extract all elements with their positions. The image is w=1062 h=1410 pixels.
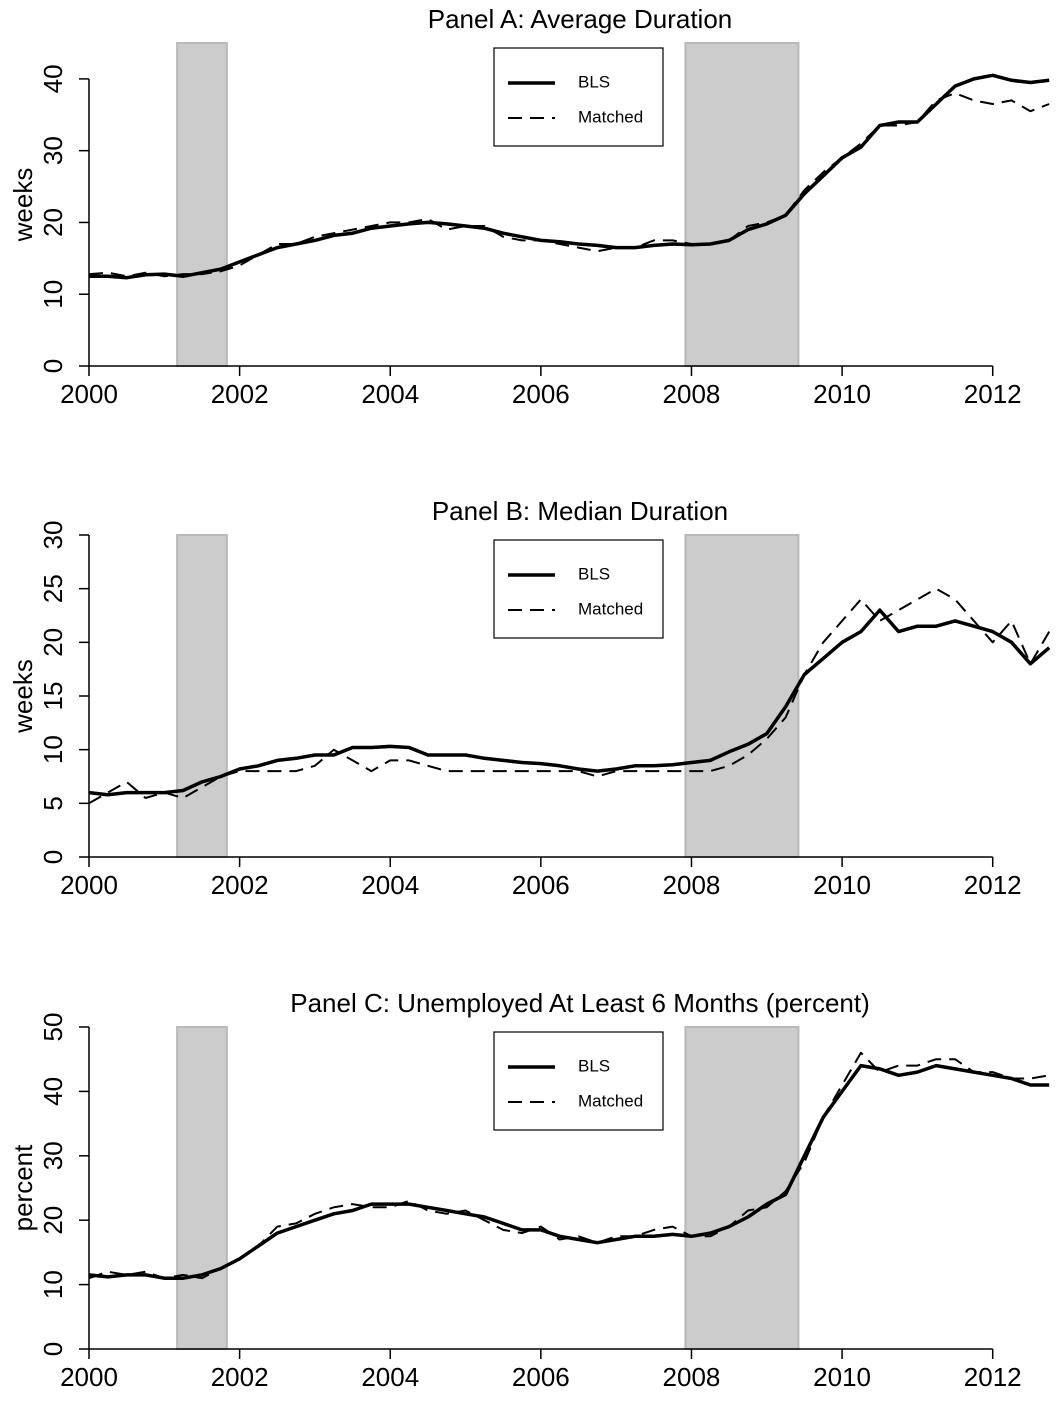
legend-box [493, 1031, 664, 1131]
y-tick-label: 40 [38, 1077, 68, 1106]
y-tick-label: 20 [38, 628, 68, 657]
series-line [89, 73, 1050, 280]
y-tick-label: 10 [38, 735, 68, 764]
legend-label: BLS [578, 564, 610, 583]
x-tick-label: 2010 [813, 379, 871, 409]
y-axis-label: percent [8, 1144, 38, 1231]
y-tick-label: 0 [38, 1342, 68, 1356]
x-tick-label: 2006 [512, 1362, 570, 1392]
x-tick-label: 2006 [512, 379, 570, 409]
x-tick-label: 2002 [211, 870, 269, 900]
y-tick-label: 10 [38, 1270, 68, 1299]
legend-label: Matched [578, 107, 643, 126]
chart-title: Panel A: Average Duration [428, 4, 733, 34]
y-axis-label: weeks [8, 168, 38, 243]
y-tick-label: 50 [38, 1013, 68, 1042]
y-tick-label: 15 [38, 682, 68, 711]
x-tick-label: 2004 [361, 379, 419, 409]
y-tick-label: 30 [38, 136, 68, 165]
y-tick-label: 0 [38, 850, 68, 864]
y-axis-label: weeks [8, 659, 38, 734]
x-tick-label: 2010 [813, 870, 871, 900]
recession-shade [176, 42, 228, 367]
x-tick-label: 2012 [964, 870, 1022, 900]
x-tick-label: 2006 [512, 870, 570, 900]
y-tick-label: 30 [38, 1141, 68, 1170]
recession-shade [684, 42, 800, 367]
recession-shade [176, 534, 228, 858]
x-tick-label: 2010 [813, 1362, 871, 1392]
x-tick-label: 2008 [663, 1362, 721, 1392]
chart-title: Panel B: Median Duration [432, 496, 728, 526]
series-line [88, 608, 1051, 797]
recession-shade [684, 1026, 800, 1350]
y-tick-label: 5 [38, 796, 68, 810]
x-tick-label: 2002 [211, 1362, 269, 1392]
x-tick-label: 2000 [60, 870, 118, 900]
y-tick-label: 0 [38, 359, 68, 373]
series-line [88, 1051, 1050, 1280]
legend-box [493, 539, 664, 639]
y-tick-label: 20 [38, 1206, 68, 1235]
y-tick-label: 25 [38, 574, 68, 603]
legend-label: BLS [578, 1056, 610, 1075]
recession-shade [176, 1026, 228, 1350]
legend-label: Matched [578, 599, 643, 618]
x-tick-label: 2000 [60, 379, 118, 409]
chart-title: Panel C: Unemployed At Least 6 Months (p… [290, 988, 870, 1018]
x-tick-label: 2000 [60, 1362, 118, 1392]
y-tick-label: 20 [38, 208, 68, 237]
legend-label: BLS [578, 72, 610, 91]
x-tick-label: 2008 [663, 379, 721, 409]
y-tick-label: 40 [38, 64, 68, 93]
series-line [88, 92, 1050, 278]
legend-label: Matched [578, 1091, 643, 1110]
recession-shade [684, 534, 800, 858]
x-tick-label: 2004 [361, 870, 419, 900]
x-tick-label: 2008 [663, 870, 721, 900]
x-tick-label: 2012 [964, 1362, 1022, 1392]
x-tick-label: 2012 [964, 379, 1022, 409]
x-tick-label: 2002 [211, 379, 269, 409]
series-line [88, 587, 1051, 805]
x-tick-label: 2004 [361, 1362, 419, 1392]
y-tick-label: 10 [38, 280, 68, 309]
legend-box [493, 47, 664, 147]
y-tick-label: 30 [38, 521, 68, 550]
